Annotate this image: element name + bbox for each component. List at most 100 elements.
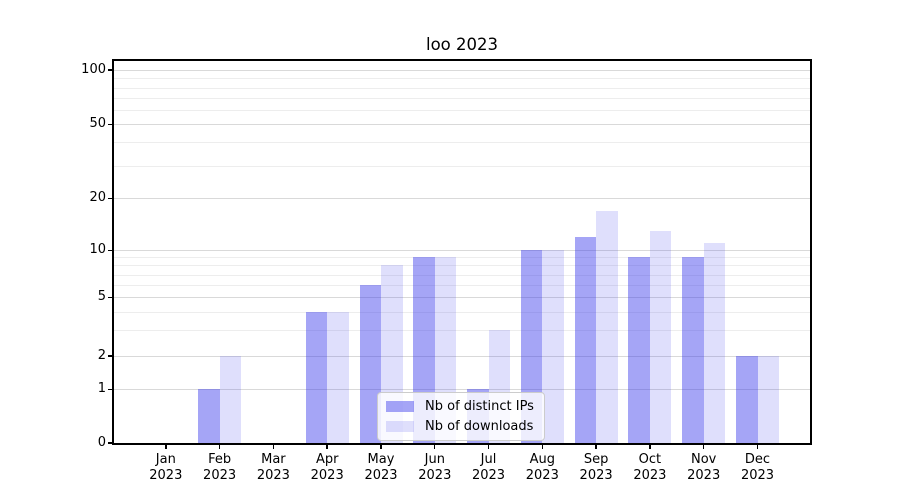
x-tick-label: Aug 2023: [512, 452, 572, 483]
bar-distinct-ips: [198, 389, 220, 443]
x-tick-mark: [218, 443, 221, 449]
chart-title: loo 2023: [425, 35, 498, 54]
x-tick-mark: [433, 443, 436, 449]
y-tick-mark: [108, 249, 113, 252]
bar-distinct-ips: [736, 356, 758, 443]
gridline-minor: [114, 165, 810, 167]
gridline-minor: [114, 97, 810, 99]
x-tick-month: Nov: [691, 452, 717, 467]
bar-downloads: [596, 210, 618, 443]
bar-downloads: [757, 356, 779, 443]
bar-downloads: [219, 356, 242, 443]
x-tick-mark: [595, 443, 597, 449]
y-tick-mark: [108, 123, 113, 126]
gridline-major: [114, 70, 810, 71]
gridline-major: [114, 198, 810, 200]
legend-swatch-distinct-ips: [386, 401, 414, 412]
x-tick-month: Jun: [424, 452, 445, 467]
legend: Nb of distinct IPs Nb of downloads: [377, 392, 545, 441]
x-tick-mark: [380, 443, 382, 449]
x-tick-year: 2023: [203, 467, 237, 483]
y-tick-mark: [108, 69, 113, 71]
bar-downloads: [703, 243, 726, 443]
x-tick-year: 2023: [525, 467, 559, 483]
x-tick-year: 2023: [471, 467, 506, 483]
x-tick-month: Sep: [583, 452, 609, 467]
y-tick-mark: [108, 296, 113, 299]
bar-downloads: [649, 230, 672, 443]
gridline-minor: [114, 87, 810, 89]
gridline-major: [114, 250, 810, 252]
y-tick-mark: [108, 355, 113, 357]
x-tick-month: May: [367, 452, 395, 467]
y-tick-label: 0: [97, 435, 106, 450]
x-tick-label: Nov 2023: [674, 452, 734, 483]
x-tick-mark: [541, 443, 544, 449]
x-tick-mark: [272, 443, 275, 449]
gridline-minor: [114, 265, 810, 267]
y-tick-label: 20: [89, 190, 106, 206]
x-tick-month: Oct: [638, 452, 662, 467]
x-tick-month: Jan: [155, 452, 176, 467]
x-tick-label: Dec 2023: [728, 452, 788, 483]
x-tick-label: Mar 2023: [243, 452, 303, 483]
bar-distinct-ips: [305, 311, 328, 443]
x-tick-year: 2023: [364, 467, 398, 483]
plot-area: Nb of distinct IPs Nb of downloads: [112, 59, 812, 445]
x-tick-label: May 2023: [351, 452, 411, 483]
gridline-minor: [114, 330, 810, 331]
x-tick-label: Feb 2023: [190, 452, 250, 483]
bar-distinct-ips: [682, 257, 704, 443]
x-tick-year: 2023: [256, 467, 290, 483]
x-tick-mark: [756, 443, 759, 449]
gridline-minor: [114, 311, 810, 313]
x-tick-label: Jan 2023: [136, 452, 196, 483]
x-tick-month: Aug: [529, 452, 555, 467]
x-tick-year: 2023: [310, 467, 344, 483]
y-tick-mark: [108, 442, 113, 444]
legend-label: Nb of downloads: [425, 419, 534, 434]
x-tick-label: Jul 2023: [459, 452, 519, 483]
x-tick-mark: [487, 443, 490, 449]
gridline-minor: [114, 274, 810, 276]
x-tick-year: 2023: [740, 467, 775, 483]
x-tick-label: Jun 2023: [405, 452, 465, 483]
legend-row: Nb of distinct IPs: [386, 399, 534, 414]
x-tick-mark: [649, 443, 651, 449]
x-tick-month: Mar: [261, 452, 286, 467]
plot-inner: Nb of distinct IPs Nb of downloads: [114, 61, 810, 443]
y-tick-label: 2: [97, 348, 106, 363]
y-tick-mark: [108, 197, 113, 200]
y-tick-label: 10: [89, 242, 106, 258]
y-tick-label: 100: [81, 62, 106, 77]
x-tick-month: Apr: [315, 452, 339, 467]
x-tick-year: 2023: [418, 467, 452, 483]
legend-swatch-downloads: [386, 421, 414, 432]
gridline-major: [114, 389, 810, 391]
y-tick-label: 50: [89, 116, 106, 132]
gridline-major: [114, 356, 810, 357]
gridline-minor: [114, 257, 810, 259]
bar-downloads: [327, 311, 349, 443]
x-tick-label: Sep 2023: [566, 452, 626, 483]
bar-distinct-ips: [359, 284, 381, 443]
x-tick-month: Jul: [480, 452, 497, 467]
legend-row: Nb of downloads: [386, 419, 534, 434]
y-tick-mark: [108, 388, 113, 391]
gridline-major: [114, 297, 810, 299]
x-tick-year: 2023: [687, 467, 721, 483]
x-tick-label: Apr 2023: [297, 452, 357, 483]
x-tick-year: 2023: [579, 467, 613, 483]
bar-distinct-ips: [628, 257, 650, 443]
gridline-minor: [114, 142, 810, 144]
gridline-major: [114, 124, 810, 126]
x-tick-year: 2023: [149, 467, 183, 483]
legend-label: Nb of distinct IPs: [425, 399, 534, 414]
gridline-minor: [114, 284, 810, 286]
x-tick-mark: [702, 443, 705, 449]
x-tick-month: Dec: [744, 452, 771, 467]
gridline-minor: [114, 110, 810, 111]
x-tick-label: Oct 2023: [620, 452, 680, 483]
x-tick-year: 2023: [633, 467, 667, 483]
